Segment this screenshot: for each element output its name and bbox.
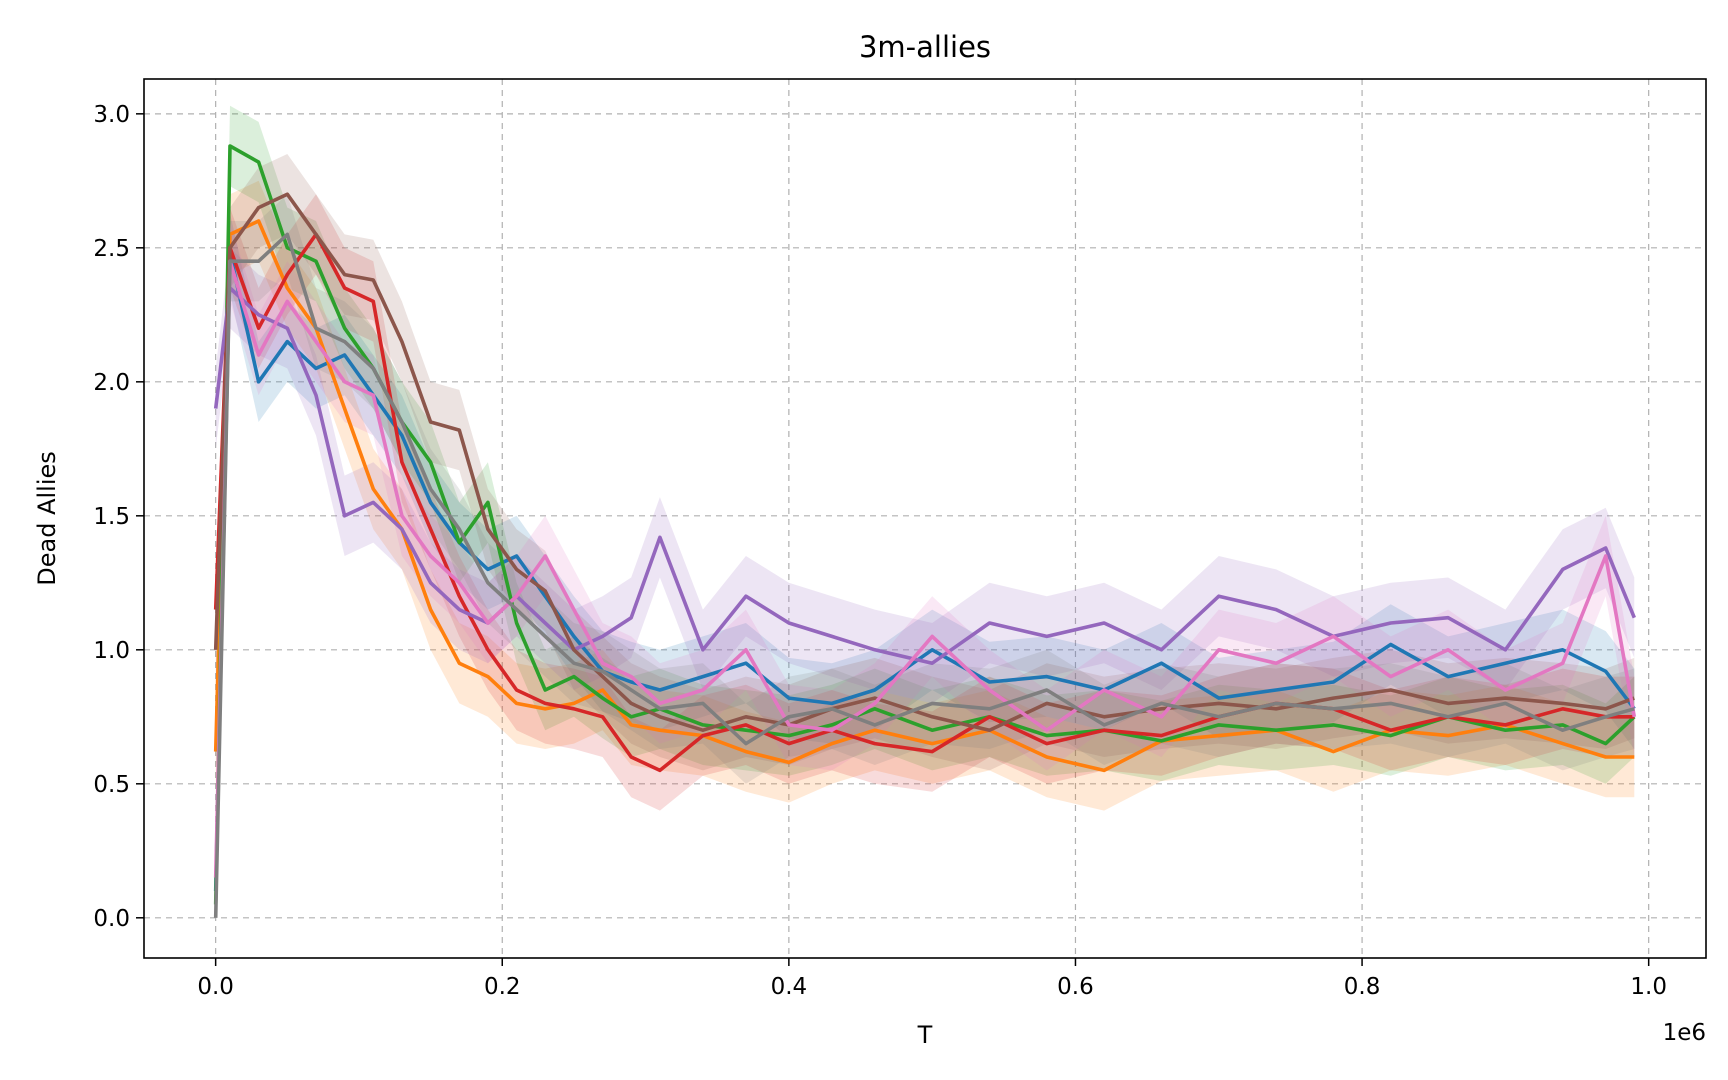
grid (144, 79, 1706, 958)
series-line-6 (213, 259, 1637, 878)
series-band-4 (215, 247, 1635, 704)
series-band-7 (215, 194, 1635, 918)
y-tick-label: 0.5 (93, 772, 130, 798)
x-tick-label: 0.0 (197, 974, 234, 1000)
chart-title: 3m-allies (859, 30, 991, 64)
x-tick-label: 1.0 (1630, 974, 1667, 1000)
y-ticks: 0.0 0.5 1.0 1.5 2.0 2.5 3.0 (93, 102, 144, 932)
x-tick-label: 0.2 (484, 974, 521, 1000)
y-tick-label: 0.0 (93, 906, 130, 932)
series-band-6 (215, 221, 1635, 918)
x-axis-offset-text: 1e6 (1663, 1020, 1706, 1046)
series-band-1 (215, 180, 1635, 811)
y-tick-label: 3.0 (93, 102, 130, 128)
series-lines (213, 144, 1637, 918)
series-band-3 (215, 194, 1635, 811)
y-axis-label: Dead Allies (33, 451, 61, 586)
confidence-bands (215, 105, 1635, 918)
series-line-1 (213, 219, 1635, 773)
x-ticks: 0.0 0.2 0.4 0.6 0.8 1.0 (197, 958, 1667, 1000)
y-tick-label: 2.0 (93, 370, 130, 396)
y-tick-label: 1.0 (93, 638, 130, 664)
series-band-5 (215, 154, 1635, 771)
y-tick-label: 2.5 (93, 236, 130, 262)
x-axis-label: T (917, 1021, 933, 1049)
x-tick-label: 0.8 (1344, 974, 1381, 1000)
series-line-3 (213, 232, 1635, 773)
plot-frame (143, 78, 1707, 959)
series-band-2 (215, 105, 1635, 918)
series-line-7 (213, 232, 1635, 918)
x-tick-label: 0.4 (771, 974, 808, 1000)
series-line-4 (213, 286, 1636, 666)
x-tick-label: 0.6 (1057, 974, 1094, 1000)
y-tick-label: 1.5 (93, 504, 130, 530)
